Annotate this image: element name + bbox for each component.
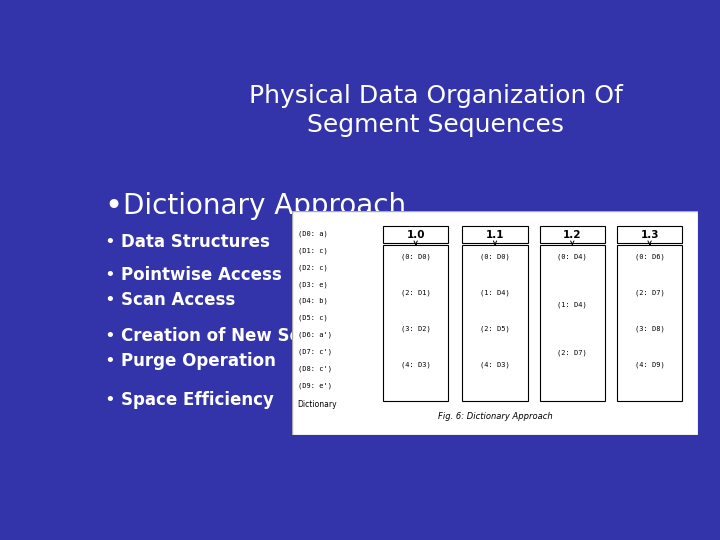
Text: (1: D4): (1: D4): [557, 301, 588, 308]
Text: (D9: e'): (D9: e'): [297, 382, 332, 389]
Text: •: •: [104, 233, 114, 251]
Text: Scan Access: Scan Access: [121, 292, 235, 309]
Text: •: •: [104, 352, 114, 370]
Text: (D1: c): (D1: c): [297, 247, 328, 254]
Text: (1: D4): (1: D4): [480, 289, 510, 296]
Text: (D5: c): (D5: c): [297, 315, 328, 321]
Text: (0: D0): (0: D0): [401, 253, 431, 260]
Text: Pointwise Access: Pointwise Access: [121, 266, 282, 285]
Text: (D6: a'): (D6: a'): [297, 332, 332, 338]
Bar: [540, 245, 605, 401]
Bar: [383, 226, 449, 243]
Text: •: •: [104, 391, 114, 409]
Bar: [617, 245, 682, 401]
Text: (0: D0): (0: D0): [480, 253, 510, 260]
Text: (D0: a): (D0: a): [297, 231, 328, 237]
Text: Dictionary Approach: Dictionary Approach: [124, 192, 407, 220]
Text: (D3: e): (D3: e): [297, 281, 328, 288]
Text: Creation of New Segments: Creation of New Segments: [121, 327, 371, 345]
Bar: [462, 245, 528, 401]
Text: •: •: [104, 192, 122, 221]
Text: (D4: b): (D4: b): [297, 298, 328, 305]
Text: (D8: c'): (D8: c'): [297, 365, 332, 372]
Text: 1.3: 1.3: [640, 230, 659, 240]
Text: •: •: [104, 327, 114, 345]
Text: Data Structures: Data Structures: [121, 233, 269, 251]
Text: (0: D6): (0: D6): [635, 253, 665, 260]
Text: (3: D8): (3: D8): [635, 326, 665, 332]
Text: (3: D2): (3: D2): [401, 326, 431, 332]
Text: (4: D3): (4: D3): [401, 362, 431, 368]
Text: (4: D9): (4: D9): [635, 362, 665, 368]
Text: (2: D1): (2: D1): [401, 289, 431, 296]
Text: 1.2: 1.2: [563, 230, 582, 240]
Text: •: •: [104, 292, 114, 309]
Text: Space Efficiency: Space Efficiency: [121, 391, 274, 409]
Bar: [462, 226, 528, 243]
Text: 1.1: 1.1: [486, 230, 504, 240]
Bar: [540, 226, 605, 243]
Text: (D7: c'): (D7: c'): [297, 348, 332, 355]
Text: Fig. 6: Dictionary Approach: Fig. 6: Dictionary Approach: [438, 412, 552, 421]
Bar: [383, 245, 449, 401]
Text: (4: D3): (4: D3): [480, 362, 510, 368]
Text: (0: D4): (0: D4): [557, 253, 588, 260]
Text: Physical Data Organization Of
Segment Sequences: Physical Data Organization Of Segment Se…: [249, 84, 623, 137]
Text: •: •: [104, 266, 114, 285]
Text: 1.0: 1.0: [406, 230, 425, 240]
Text: (D2: c): (D2: c): [297, 265, 328, 271]
Text: (2: D7): (2: D7): [635, 289, 665, 296]
Text: Purge Operation: Purge Operation: [121, 352, 276, 370]
Text: (2: D5): (2: D5): [480, 326, 510, 332]
Text: Dictionary: Dictionary: [297, 400, 338, 409]
Bar: [617, 226, 682, 243]
Text: (2: D7): (2: D7): [557, 349, 588, 356]
